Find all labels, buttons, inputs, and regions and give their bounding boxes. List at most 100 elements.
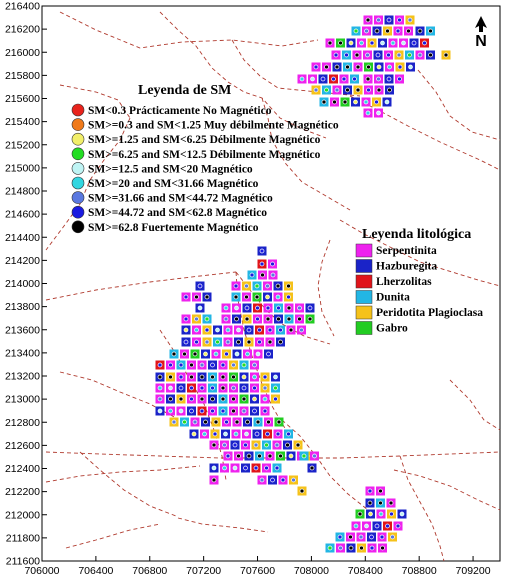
sample-dot <box>333 52 339 58</box>
sample-dot <box>270 477 275 483</box>
sample-dot <box>232 442 238 448</box>
sample-dot <box>366 87 371 93</box>
sample-dot <box>417 28 423 34</box>
sample-dot <box>369 534 374 540</box>
sample-dot <box>231 408 236 414</box>
sample-dot <box>376 17 381 23</box>
sm-legend-label: SM>=31.66 and SM<44.72 Magnético <box>88 193 273 205</box>
sample-dot <box>257 453 262 459</box>
sample-dot <box>231 362 236 368</box>
sample-dot <box>378 488 383 494</box>
sample-dot <box>386 76 392 82</box>
sm-legend-label: SM>=20 and SM<31.66 Magnético <box>88 178 259 190</box>
sample-dot <box>275 294 281 300</box>
sample-dot <box>231 396 236 402</box>
sample-dot <box>220 374 226 380</box>
sample-dot <box>299 488 305 494</box>
y-tick-label: 215400 <box>5 116 40 128</box>
sample-dot <box>215 339 220 345</box>
sample-dot <box>331 76 336 82</box>
sample-dot <box>254 294 260 300</box>
sample-dot <box>197 283 203 289</box>
sample-dot <box>199 374 205 380</box>
sample-dot <box>353 28 359 34</box>
sample-dot <box>245 419 250 425</box>
litho-legend-swatch <box>355 243 373 258</box>
sample-dot <box>378 511 384 517</box>
sample-dot <box>224 351 229 357</box>
sm-legend-label: SM>=1.25 and SM<6.25 Débilmente Magnétic… <box>88 134 321 146</box>
sample-dot <box>194 294 199 300</box>
y-tick-label: 211800 <box>6 532 40 544</box>
litho-legend-swatch <box>355 290 373 304</box>
sample-dot <box>244 316 250 322</box>
y-tick-label: 214600 <box>5 209 40 221</box>
y-tick-label: 214400 <box>5 232 40 244</box>
sample-dot <box>234 419 240 425</box>
sample-dot <box>211 477 217 483</box>
y-tick-label: 212200 <box>5 486 40 498</box>
sample-dot <box>265 305 271 311</box>
sample-dot <box>395 28 401 34</box>
y-tick-label: 216000 <box>5 47 40 59</box>
sample-dot <box>253 442 259 448</box>
sample-dot <box>213 351 219 357</box>
x-tick-label: 706800 <box>132 565 167 576</box>
sample-dot <box>353 99 358 105</box>
sample-dot <box>386 52 391 58</box>
sample-dot <box>406 28 411 34</box>
sample-dot <box>276 419 282 425</box>
sample-dot <box>286 316 292 322</box>
y-tick-label: 216400 <box>5 1 40 13</box>
sample-dot <box>337 534 343 540</box>
sample-dot <box>157 385 163 391</box>
sample-dot <box>324 87 329 93</box>
sample-dot <box>157 396 163 402</box>
y-tick-label: 214800 <box>5 186 40 198</box>
sample-dot <box>244 283 249 289</box>
sample-dot <box>274 465 280 471</box>
sample-dot <box>321 99 327 105</box>
y-tick-label: 212400 <box>5 463 40 475</box>
y-tick-label: 213600 <box>5 324 40 336</box>
sample-dot <box>259 261 265 267</box>
sample-dot <box>225 339 231 345</box>
sample-dot <box>401 40 406 46</box>
sample-dot <box>168 385 173 391</box>
sample-dot <box>369 545 375 551</box>
sample-dot <box>286 305 292 311</box>
sample-dot <box>204 316 210 322</box>
sample-dot <box>182 419 187 425</box>
sample-dot <box>270 261 275 267</box>
sample-dot <box>368 511 373 517</box>
sample-dot <box>234 316 239 322</box>
y-tick-label: 213000 <box>5 394 40 406</box>
sample-dot <box>320 76 326 82</box>
sample-dot <box>220 385 226 391</box>
litho-legend-swatch <box>355 259 373 273</box>
sample-dot <box>157 362 163 368</box>
sm-legend-swatch <box>71 147 85 161</box>
sample-dot <box>307 305 313 311</box>
sample-dot <box>345 64 350 70</box>
x-tick-label: 708800 <box>402 565 437 576</box>
fault-line <box>349 95 501 171</box>
sample-dot <box>203 351 208 357</box>
sample-points <box>155 15 451 553</box>
sample-dot <box>364 523 369 529</box>
fault-line <box>65 523 161 549</box>
sample-dot <box>266 419 271 425</box>
y-tick-label: 214200 <box>5 255 40 267</box>
sample-dot <box>168 362 173 368</box>
sm-legend-swatch <box>71 118 85 131</box>
sample-dot <box>220 396 226 402</box>
sample-dot <box>358 534 364 540</box>
sample-dot <box>353 523 359 529</box>
sample-dot <box>191 431 197 437</box>
litho-legend-swatch <box>355 305 373 320</box>
sample-dot <box>243 442 248 448</box>
sample-dot <box>344 52 349 58</box>
sample-dot <box>189 396 194 402</box>
sm-legend-swatch <box>71 220 85 234</box>
sample-dot <box>299 327 304 333</box>
